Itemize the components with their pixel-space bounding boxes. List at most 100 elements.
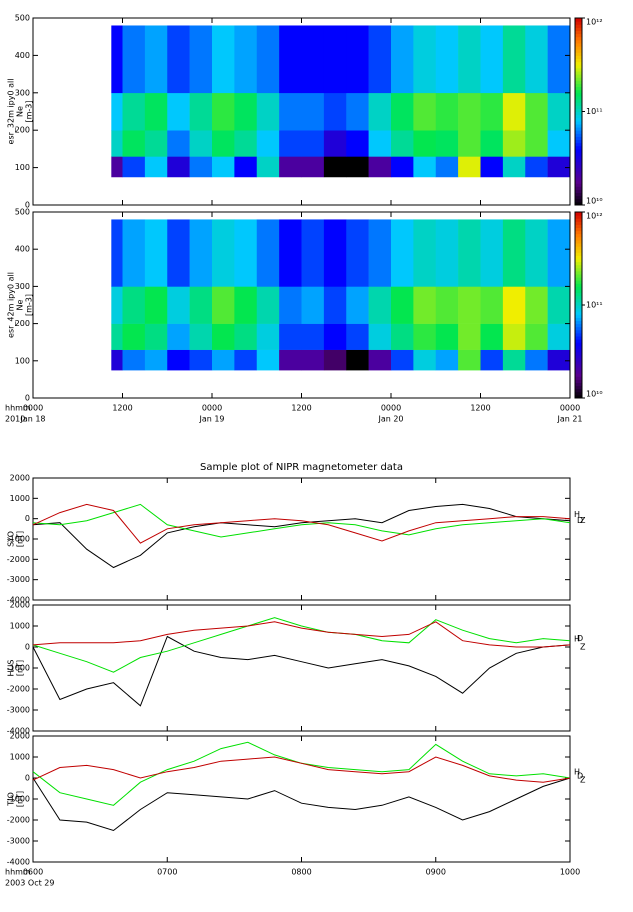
y-tick-label: 100 [15,356,30,365]
heatmap-cell [368,92,392,131]
heatmap-cell [502,92,526,131]
heatmap-cell [189,286,213,324]
y-tick-label: 1000 [10,753,30,762]
colorbar-segment [575,261,582,266]
heatmap-cell [122,286,146,324]
heatmap-cell [279,323,302,350]
y-tick-label: 400 [15,51,30,60]
heatmap-cell [167,25,190,94]
colorbar-segment [575,18,582,22]
x-date-label: Jan 20 [377,415,403,424]
heatmap-cell [435,130,459,157]
heatmap-cell [256,25,280,94]
colorbar-segment [575,67,582,72]
colorbar-segment [575,192,582,197]
colorbar-segment [575,354,582,359]
x-date-label: Jan 18 [19,415,45,424]
colorbar-segment [575,212,582,216]
heatmap-cell [480,323,504,350]
colorbar-segment [575,176,582,181]
heatmap-cell [525,219,548,287]
y-tick-label: 0 [25,514,30,523]
y-tick-label: 100 [15,163,30,172]
colorbar-segment [575,373,582,377]
heatmap-cell [480,25,504,94]
colorbar-segment [575,227,582,232]
series-label: Z [580,642,586,651]
heatmap-cell [111,92,123,131]
y-axis-label: [nT] [16,531,25,547]
heatmap-cell [167,92,190,131]
heatmap-cell [547,349,571,371]
heatmap-cell [368,156,392,178]
colorbar-segment [575,367,582,371]
heatmap-cell [256,156,280,178]
colorbar-segment [575,323,582,328]
y-tick-label: -3000 [7,575,30,584]
heatmap-cell [391,323,414,350]
heatmap-cell [323,92,347,131]
heatmap-cell [212,219,235,287]
heatmap-cell [144,25,168,94]
series-label: Z [580,516,586,525]
colorbar-segment [575,221,582,225]
heatmap-cell [458,130,481,157]
colorbar-segment [575,280,582,284]
colorbar-segment [575,326,582,331]
colorbar-segment [575,301,582,306]
heatmap-cell [346,349,369,371]
y-tick-label: 1000 [10,622,30,631]
heatmap-cell [212,286,235,324]
colorbar-segment [575,388,582,393]
colorbar-segment [575,136,582,141]
x-tick-label: 0000 [381,404,401,413]
heatmap-cell [111,156,123,178]
colorbar-segment [575,145,582,150]
y-axis-label: [m-3] [25,294,34,316]
heatmap-cell [301,349,325,371]
colorbar-segment [575,33,582,38]
heatmap-cell [167,349,190,371]
heatmap-cell [413,156,437,178]
heatmap-cell [346,130,369,157]
heatmap-cell [212,25,235,94]
heatmap-cell [435,286,459,324]
x-tick-label: 0600 [23,868,43,877]
colorbar-segment [575,233,582,238]
colorbar-segment [575,111,582,116]
colorbar-segment [575,292,582,297]
heatmap-cell [391,349,414,371]
colorbar-segment [575,329,582,334]
heatmap-cell [122,323,146,350]
y-tick-label: -4000 [7,727,30,736]
heatmap-cell [301,156,325,178]
x-tick-label: 1000 [560,868,580,877]
y-tick-label: 0 [25,201,30,210]
y-tick-label: 200 [15,319,30,328]
x-axis-sublabel: 2003 Oct 29 [5,879,54,888]
heatmap-cell [189,130,213,157]
y-axis-label: [m-3] [25,100,34,122]
colorbar-segment [575,183,582,187]
colorbar-segment [575,339,582,343]
colorbar-segment [575,277,582,281]
colorbar-segment [575,376,582,380]
heatmap-cell [189,156,213,178]
heatmap-cell [458,156,481,178]
heatmap-cell [212,130,235,157]
chart-title: Sample plot of NIPR magnetometer data [200,462,403,473]
colorbar-label: 10¹² [586,212,603,221]
colorbar-segment [575,49,582,53]
colorbar-segment [575,189,582,194]
colorbar-segment [575,42,582,47]
colorbar-segment [575,108,582,112]
heatmap-cell [547,92,571,131]
x-tick-label: 0000 [202,404,222,413]
colorbar-segment [575,360,582,365]
heatmap-cell [346,286,369,324]
x-axis-label: hhmm [5,404,31,413]
x-tick-label: 1200 [470,404,490,413]
heatmap-cell [458,219,481,287]
y-axis-label: Ne [16,106,25,117]
heatmap-cell [167,156,190,178]
